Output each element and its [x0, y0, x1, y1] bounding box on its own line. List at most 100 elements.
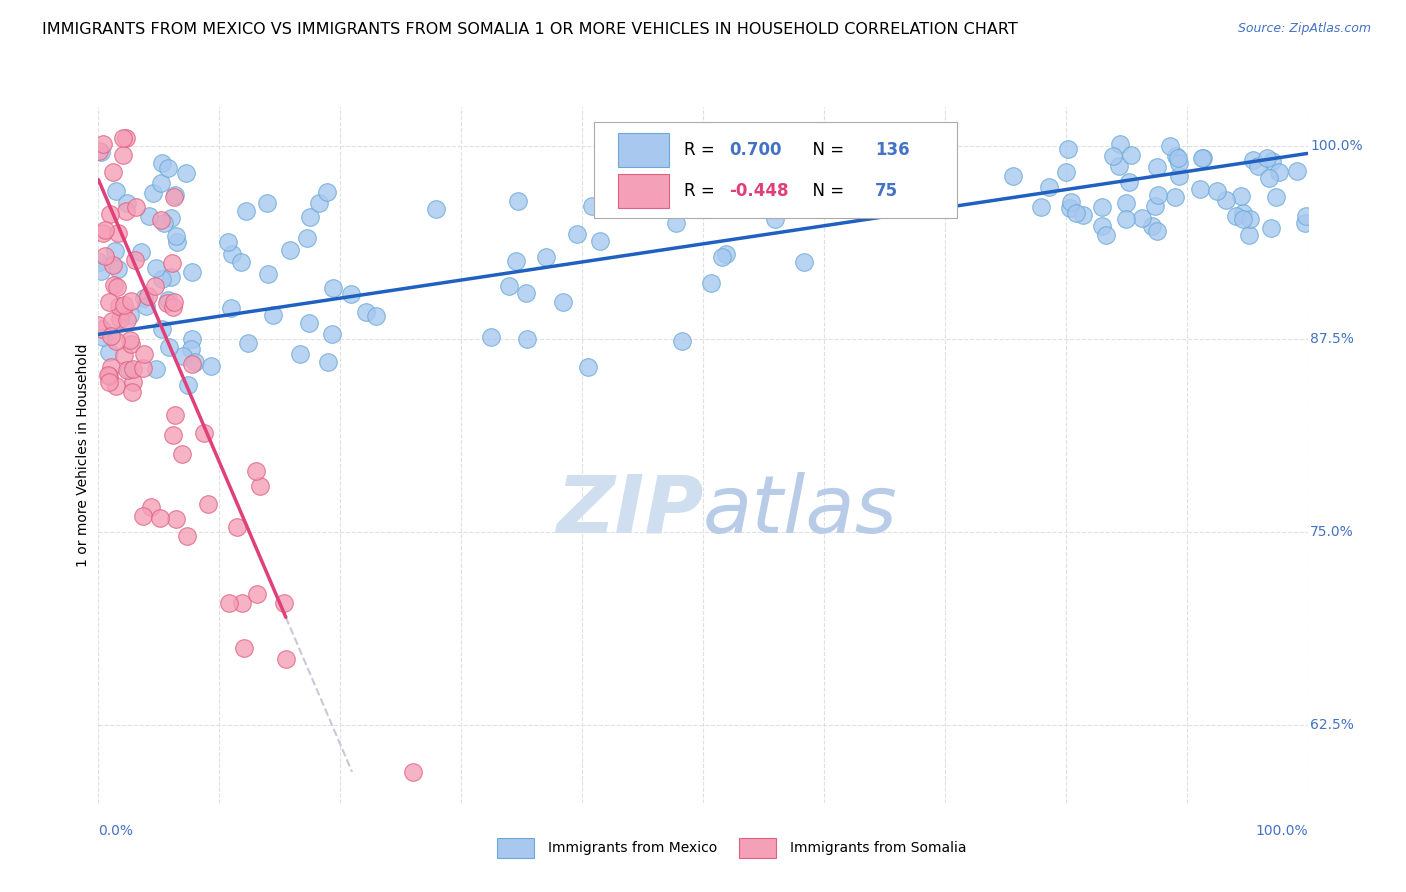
Point — [150, 272, 173, 286]
FancyBboxPatch shape — [740, 838, 776, 858]
Point — [581, 199, 603, 213]
Point — [174, 166, 197, 180]
Point — [121, 362, 143, 376]
Point — [231, 597, 253, 611]
Text: 100.0%: 100.0% — [1256, 823, 1308, 838]
Point — [505, 254, 527, 268]
Point — [553, 295, 575, 310]
Point — [93, 249, 115, 263]
Point — [1260, 221, 1282, 235]
Point — [120, 294, 142, 309]
Point — [157, 293, 180, 307]
Point — [402, 764, 425, 779]
Point — [1164, 190, 1187, 204]
Text: R =: R = — [683, 182, 720, 200]
Point — [1108, 137, 1130, 152]
Text: Source: ZipAtlas.com: Source: ZipAtlas.com — [1237, 22, 1371, 36]
Point — [1295, 209, 1317, 223]
Point — [229, 255, 252, 269]
Point — [1264, 190, 1286, 204]
Point — [1168, 156, 1191, 170]
Point — [1102, 149, 1125, 163]
Point — [1146, 224, 1168, 238]
Point — [129, 245, 152, 260]
Point — [1215, 193, 1237, 207]
Point — [97, 344, 120, 359]
Point — [226, 520, 249, 534]
Point — [112, 131, 135, 145]
Point — [671, 334, 693, 348]
Point — [716, 247, 738, 261]
FancyBboxPatch shape — [619, 174, 669, 208]
Text: 87.5%: 87.5% — [1310, 332, 1354, 346]
Point — [1294, 216, 1316, 230]
Point — [156, 161, 179, 175]
Point — [143, 278, 166, 293]
Point — [103, 277, 125, 292]
Point — [1095, 227, 1118, 242]
Point — [100, 329, 122, 343]
Point — [1188, 182, 1211, 196]
Point — [1146, 160, 1168, 174]
Point — [321, 326, 343, 341]
Point — [122, 375, 145, 389]
Text: R =: R = — [683, 141, 720, 159]
Point — [1108, 159, 1130, 173]
Point — [1232, 206, 1254, 220]
Point — [1225, 209, 1247, 223]
Point — [245, 464, 267, 478]
Point — [132, 347, 155, 361]
Point — [165, 229, 187, 244]
Point — [245, 587, 267, 601]
Point — [1159, 139, 1181, 153]
Text: 75: 75 — [875, 182, 898, 200]
Text: 100.0%: 100.0% — [1310, 138, 1362, 153]
Point — [1091, 200, 1114, 214]
Point — [180, 265, 202, 279]
Point — [142, 186, 165, 200]
Point — [118, 363, 141, 377]
Point — [235, 203, 257, 218]
Point — [107, 262, 129, 277]
Point — [763, 212, 786, 227]
Point — [157, 340, 180, 354]
Point — [256, 267, 278, 281]
Point — [135, 299, 157, 313]
Point — [1168, 169, 1191, 183]
Point — [193, 426, 215, 441]
Point — [105, 280, 128, 294]
Point — [1261, 153, 1284, 168]
Point — [98, 294, 121, 309]
Point — [163, 409, 186, 423]
Point — [219, 301, 242, 315]
Point — [89, 144, 111, 158]
Point — [1001, 169, 1024, 183]
Point — [1191, 151, 1213, 165]
Text: -0.448: -0.448 — [730, 182, 789, 200]
Point — [180, 358, 202, 372]
Point — [120, 337, 142, 351]
Text: 62.5%: 62.5% — [1310, 718, 1354, 732]
Point — [1118, 175, 1140, 189]
Point — [1167, 152, 1189, 166]
Point — [117, 195, 139, 210]
Point — [197, 497, 219, 511]
Point — [145, 362, 167, 376]
Point — [125, 200, 148, 214]
Point — [1166, 149, 1188, 163]
Point — [87, 318, 110, 332]
Point — [903, 177, 925, 191]
Point — [94, 222, 117, 236]
Text: ZIP: ZIP — [555, 472, 703, 549]
Point — [101, 165, 124, 179]
Point — [256, 196, 278, 211]
Point — [565, 227, 588, 242]
Point — [172, 349, 194, 363]
Point — [107, 226, 129, 240]
Text: atlas: atlas — [703, 472, 898, 549]
Point — [98, 376, 121, 390]
Point — [322, 281, 344, 295]
Point — [316, 185, 339, 199]
Point — [160, 270, 183, 285]
Point — [217, 235, 239, 249]
